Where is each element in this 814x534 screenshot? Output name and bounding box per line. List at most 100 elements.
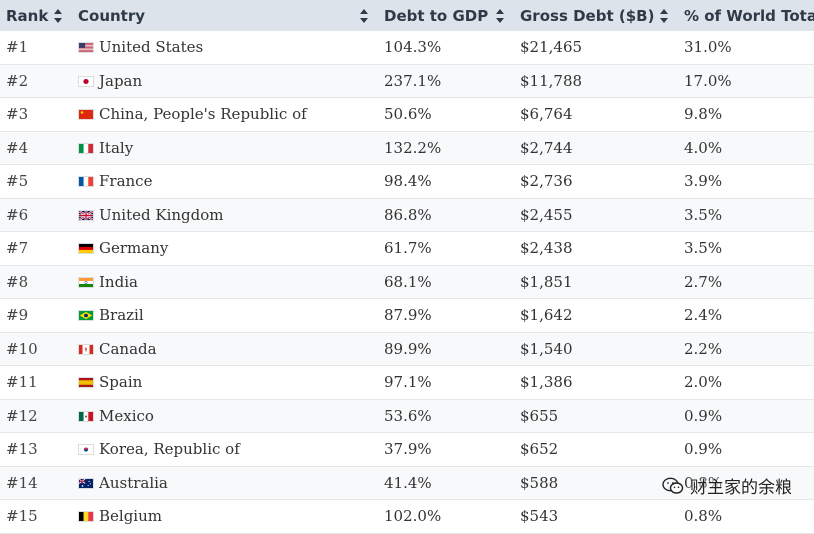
pct-world-cell: 31.0%	[678, 31, 814, 65]
gross-debt-cell: $543	[514, 499, 678, 534]
rank-cell: #3	[0, 97, 72, 132]
sort-icon[interactable]	[496, 9, 504, 23]
gross-debt-cell: $11,788	[514, 64, 678, 98]
country-link[interactable]: United Kingdom	[99, 205, 224, 224]
gross-debt-cell: $2,438	[514, 231, 678, 266]
gross-debt-cell: $2,736	[514, 164, 678, 199]
country-link[interactable]: France	[99, 172, 153, 191]
debt-to-gdp-cell: 237.1%	[378, 64, 514, 98]
debt-to-gdp-cell: 50.6%	[378, 97, 514, 132]
debt-to-gdp-cell: 61.7%	[378, 231, 514, 266]
table-row: #6 United Kingdom 86.8% $2,455 3.5%	[0, 198, 814, 232]
country-link[interactable]: Japan	[99, 71, 143, 90]
flag-de-icon	[78, 243, 94, 255]
flag-kr-icon	[78, 444, 94, 456]
country-link[interactable]: Brazil	[99, 306, 144, 325]
column-header-pct-world[interactable]: % of World Total	[678, 0, 814, 31]
country-cell: Spain	[72, 365, 378, 400]
header-row: Rank Country Debt to GDP Gross Debt ($B)…	[0, 0, 814, 31]
gross-debt-cell: $1,642	[514, 298, 678, 333]
rank-cell: #13	[0, 432, 72, 467]
debt-to-gdp-cell: 89.9%	[378, 332, 514, 366]
flag-jp-icon	[78, 75, 94, 87]
table-row: #10 Canada 89.9% $1,540 2.2%	[0, 332, 814, 366]
pct-world-cell: 4.0%	[678, 131, 814, 165]
country-link[interactable]: Italy	[99, 138, 134, 157]
gross-debt-cell: $2,744	[514, 131, 678, 165]
column-header-country[interactable]: Country	[72, 0, 378, 31]
debt-to-gdp-cell: 37.9%	[378, 432, 514, 467]
flag-ca-icon	[78, 343, 94, 355]
rank-cell: #14	[0, 466, 72, 500]
pct-world-cell: 2.4%	[678, 298, 814, 333]
pct-world-cell: 0.8%	[678, 499, 814, 534]
rank-cell: #7	[0, 231, 72, 266]
flag-it-icon	[78, 142, 94, 154]
rank-cell: #10	[0, 332, 72, 366]
pct-world-cell: 9.8%	[678, 97, 814, 132]
country-link[interactable]: Mexico	[99, 406, 154, 425]
column-header-debt-to-gdp[interactable]: Debt to GDP	[378, 0, 514, 31]
table-row: #9 Brazil 87.9% $1,642 2.4%	[0, 298, 814, 333]
table-row: #15 Belgium 102.0% $543 0.8%	[0, 499, 814, 534]
flag-au-icon	[78, 477, 94, 489]
rank-cell: #12	[0, 399, 72, 433]
pct-world-cell: 3.5%	[678, 231, 814, 266]
table-row: #14 Australia 41.4% $588 0.8%	[0, 466, 814, 500]
country-link[interactable]: Spain	[99, 373, 143, 392]
table-row: #2 Japan 237.1% $11,788 17.0%	[0, 64, 814, 98]
gross-debt-cell: $652	[514, 432, 678, 467]
country-cell: France	[72, 164, 378, 199]
debt-to-gdp-cell: 68.1%	[378, 265, 514, 299]
table-row: #12 Mexico 53.6% $655 0.9%	[0, 399, 814, 433]
column-header-label: Rank	[6, 6, 49, 25]
debt-to-gdp-cell: 104.3%	[378, 31, 514, 65]
column-header-label: Gross Debt ($B)	[520, 6, 655, 25]
gross-debt-cell: $1,540	[514, 332, 678, 366]
country-cell: Korea, Republic of	[72, 432, 378, 467]
country-link[interactable]: China, People's Republic of	[99, 105, 307, 124]
column-header-rank[interactable]: Rank	[0, 0, 72, 31]
flag-cn-icon	[78, 109, 94, 121]
column-header-label: Country	[78, 6, 146, 25]
debt-to-gdp-cell: 97.1%	[378, 365, 514, 400]
rank-cell: #6	[0, 198, 72, 232]
gross-debt-cell: $588	[514, 466, 678, 500]
table-row: #8 India 68.1% $1,851 2.7%	[0, 265, 814, 299]
country-cell: Australia	[72, 466, 378, 500]
table-row: #7 Germany 61.7% $2,438 3.5%	[0, 231, 814, 266]
sort-icon[interactable]	[360, 9, 368, 23]
country-link[interactable]: Canada	[99, 339, 157, 358]
country-link[interactable]: Australia	[99, 473, 168, 492]
column-header-gross-debt[interactable]: Gross Debt ($B)	[514, 0, 678, 31]
rank-cell: #11	[0, 365, 72, 400]
debt-to-gdp-cell: 87.9%	[378, 298, 514, 333]
pct-world-cell: 3.9%	[678, 164, 814, 199]
sort-icon[interactable]	[54, 9, 62, 23]
sort-icon[interactable]	[660, 9, 668, 23]
country-cell: Germany	[72, 231, 378, 266]
rank-cell: #1	[0, 31, 72, 65]
debt-to-gdp-cell: 53.6%	[378, 399, 514, 433]
country-link[interactable]: Belgium	[99, 507, 162, 526]
pct-world-cell: 0.9%	[678, 432, 814, 467]
debt-to-gdp-cell: 132.2%	[378, 131, 514, 165]
country-link[interactable]: United States	[99, 38, 204, 57]
country-cell: Belgium	[72, 499, 378, 534]
gross-debt-cell: $21,465	[514, 31, 678, 65]
pct-world-cell: 3.5%	[678, 198, 814, 232]
country-link[interactable]: Germany	[99, 239, 169, 258]
rank-cell: #8	[0, 265, 72, 299]
flag-mx-icon	[78, 410, 94, 422]
country-link[interactable]: Korea, Republic of	[99, 440, 240, 459]
rank-cell: #4	[0, 131, 72, 165]
country-link[interactable]: India	[99, 272, 138, 291]
country-cell: Mexico	[72, 399, 378, 433]
pct-world-cell: 2.7%	[678, 265, 814, 299]
column-header-label: Debt to GDP	[384, 6, 489, 25]
country-cell: India	[72, 265, 378, 299]
country-cell: Japan	[72, 64, 378, 98]
debt-to-gdp-cell: 102.0%	[378, 499, 514, 534]
pct-world-cell: 0.8%	[678, 466, 814, 500]
